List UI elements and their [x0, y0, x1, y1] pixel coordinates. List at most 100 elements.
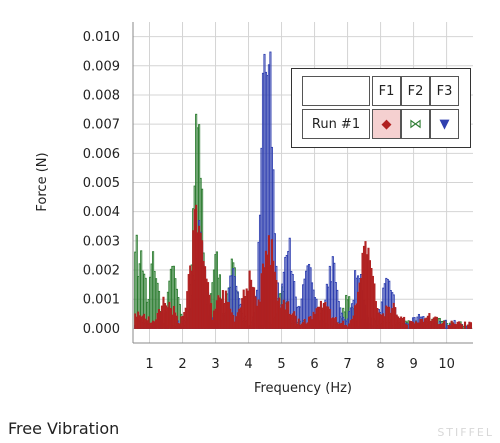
- bar-f1: [181, 315, 184, 329]
- bar-f1: [258, 301, 262, 329]
- bar-f1: [195, 204, 198, 329]
- bar-f1: [285, 302, 288, 329]
- bar-f1: [138, 315, 141, 329]
- bar-f1: [239, 307, 242, 329]
- bar-f1: [354, 305, 357, 329]
- bar-f1: [238, 308, 241, 329]
- bar-f1: [293, 311, 296, 329]
- legend: F1 F2 F3 Run #1 ◆ ⋈ ▼: [291, 68, 471, 148]
- x-tick-label: 3: [211, 357, 219, 372]
- bar-f1: [233, 321, 236, 329]
- bar-f1: [290, 314, 293, 329]
- bar-f1: [414, 321, 418, 329]
- bar-f1: [432, 317, 435, 329]
- x-tick-label: 9: [409, 357, 417, 372]
- bar-f1: [312, 311, 315, 329]
- bar-f1: [190, 270, 193, 329]
- bar-f1: [267, 235, 270, 329]
- legend-marker-f1[interactable]: ◆: [372, 109, 401, 139]
- x-tick-label: 6: [310, 357, 318, 372]
- bar-f1: [218, 297, 221, 329]
- bar-f1: [322, 302, 325, 329]
- bar-f1: [256, 305, 259, 329]
- bar-f1: [247, 290, 250, 329]
- legend-marker-f3[interactable]: ▼: [430, 109, 459, 139]
- bar-f1: [241, 298, 244, 329]
- legend-header-f2: F2: [401, 76, 430, 106]
- x-tick-label: 8: [376, 357, 384, 372]
- bar-f1: [152, 320, 155, 329]
- bar-f1: [172, 305, 175, 329]
- bar-f1: [168, 301, 171, 329]
- x-tick-label: 5: [277, 357, 285, 372]
- bar-f1: [456, 321, 459, 329]
- bar-f1: [339, 323, 342, 329]
- watermark: STIFFEL: [437, 426, 494, 439]
- bar-f1: [186, 291, 189, 329]
- bar-f1: [389, 312, 392, 329]
- legend-marker-f2[interactable]: ⋈: [401, 109, 430, 139]
- bar-f1: [327, 306, 330, 329]
- x-tick-label: 4: [244, 357, 252, 372]
- bar-f1: [294, 315, 297, 329]
- bar-f1: [284, 309, 287, 329]
- bar-f1: [147, 316, 150, 329]
- bar-f1: [163, 303, 167, 329]
- bar-f1: [403, 316, 406, 329]
- bar-f1: [154, 319, 158, 329]
- bar-f1: [162, 296, 165, 329]
- bar-f1: [272, 260, 275, 329]
- y-axis-label: Force (N): [35, 152, 50, 211]
- bar-f1: [309, 316, 312, 329]
- bar-f1: [383, 316, 386, 329]
- bar-f1: [342, 320, 345, 329]
- bar-f1: [275, 280, 278, 329]
- bar-f1: [291, 313, 294, 329]
- bar-f1: [330, 318, 333, 329]
- bar-f1: [257, 299, 260, 329]
- bar-f1: [184, 307, 187, 329]
- bar-f1: [365, 254, 369, 329]
- bar-f1: [221, 290, 224, 329]
- bar-f1: [144, 318, 147, 329]
- bar-f1: [466, 324, 470, 329]
- bar-f1: [278, 297, 281, 329]
- bar-f1: [441, 323, 444, 329]
- bar-f1: [166, 307, 169, 329]
- bar-f1: [449, 325, 452, 329]
- bar-f1: [368, 260, 371, 329]
- bar-f1: [352, 315, 355, 329]
- bar-f1: [434, 316, 437, 329]
- bar-f1: [364, 241, 367, 329]
- bar-f1: [270, 239, 273, 329]
- bar-f1: [206, 282, 210, 329]
- bar-f1: [150, 322, 153, 329]
- bar-f1: [260, 273, 263, 329]
- bar-f1: [269, 264, 272, 329]
- bar-f1: [149, 322, 152, 329]
- y-tick-label: 0.002: [83, 264, 120, 279]
- y-tick-label: 0.007: [83, 118, 120, 133]
- bar-f1: [160, 305, 164, 329]
- bar-f1: [400, 316, 403, 329]
- bar-f1: [204, 266, 207, 329]
- bar-f1: [426, 315, 429, 329]
- bar-f1: [214, 308, 217, 329]
- bar-f1: [251, 286, 254, 329]
- bar-f1: [443, 320, 446, 329]
- bar-f1: [192, 230, 195, 329]
- bar-f1: [229, 308, 232, 329]
- legend-blank-cell: [302, 76, 370, 106]
- legend-header-f3: F3: [430, 76, 459, 106]
- bar-f1: [209, 303, 213, 329]
- bar-f1: [453, 323, 456, 329]
- bar-f1: [469, 322, 473, 329]
- bar-f1: [348, 323, 351, 329]
- bar-f1: [455, 324, 458, 329]
- bar-f1: [468, 321, 471, 329]
- y-tick-label: 0.010: [83, 30, 120, 45]
- bar-f1: [319, 300, 322, 329]
- bar-f1: [316, 306, 320, 329]
- bar-f1: [187, 274, 190, 329]
- bar-f1: [198, 225, 201, 329]
